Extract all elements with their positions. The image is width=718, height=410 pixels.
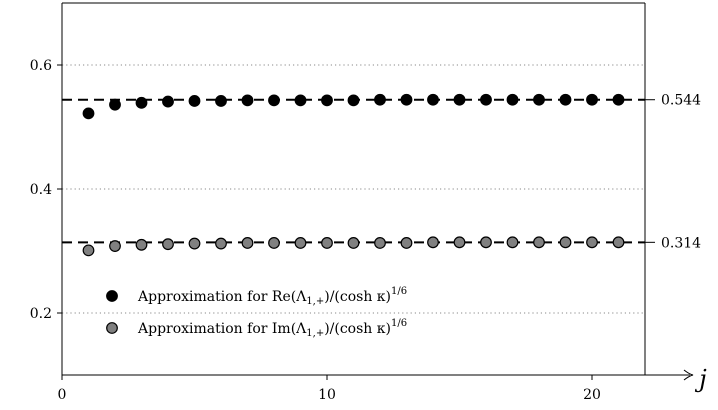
data-point [321,237,333,249]
data-point [188,95,201,107]
x-tick-label: 10 [318,387,336,403]
data-point [533,93,545,106]
data-point [162,95,174,108]
data-point [427,236,439,249]
data-point [82,107,95,120]
data-point [109,240,121,252]
legend-label: Approximation for Im(Λ1,+)/(cosh κ)1/6 [137,318,407,339]
data-point [241,94,254,107]
data-point [427,93,439,106]
data-point [215,237,227,250]
data-points [82,93,625,257]
data-point [453,236,466,249]
axes [57,2,694,381]
data-point [347,94,360,107]
y-tick-label: 0.4 [30,182,52,198]
data-point [162,238,174,251]
data-point [586,93,598,106]
y-tick-label: 0.2 [30,306,52,322]
reference-line-label: 0.314 [661,235,701,251]
data-point [109,98,121,111]
y-tick-label: 0.6 [30,58,52,74]
reference-lines: 0.544 0.314 [62,93,701,251]
grid-layer [62,64,645,314]
data-point [533,236,545,249]
x-tick-label: 0 [58,387,67,403]
data-point [294,94,307,107]
data-point [612,236,625,249]
data-point [135,238,148,251]
legend-marker [106,322,118,334]
data-point [559,236,572,249]
reference-line-label: 0.544 [661,93,701,109]
legend-marker [106,290,118,302]
data-point [453,93,466,106]
data-point [294,237,307,249]
data-point [506,93,519,106]
x-tick-label: 20 [583,387,601,403]
data-point [268,237,280,249]
data-point [135,96,148,109]
legend: Approximation for Re(Λ1,+)/(cosh κ)1/6 Ap… [106,286,407,339]
data-point [374,93,386,106]
data-point [321,94,333,107]
data-point [215,95,227,107]
x-axis-title: j [694,365,707,393]
legend-label: Approximation for Re(Λ1,+)/(cosh κ)1/6 [137,286,407,307]
data-point [82,244,95,257]
data-point [506,236,519,249]
data-point [480,93,492,106]
data-point [400,93,413,106]
data-point [241,237,254,249]
data-point [480,236,492,249]
data-point [400,237,413,249]
data-point [586,236,598,249]
data-point [347,237,360,249]
tick-labels: 0 10 20 0.2 0.4 0.6 j [30,58,708,403]
x-axis-arrowhead [683,369,694,381]
data-point [559,93,572,106]
data-point [612,93,625,106]
data-point [188,237,201,250]
data-point [374,237,386,249]
data-point [268,94,280,107]
